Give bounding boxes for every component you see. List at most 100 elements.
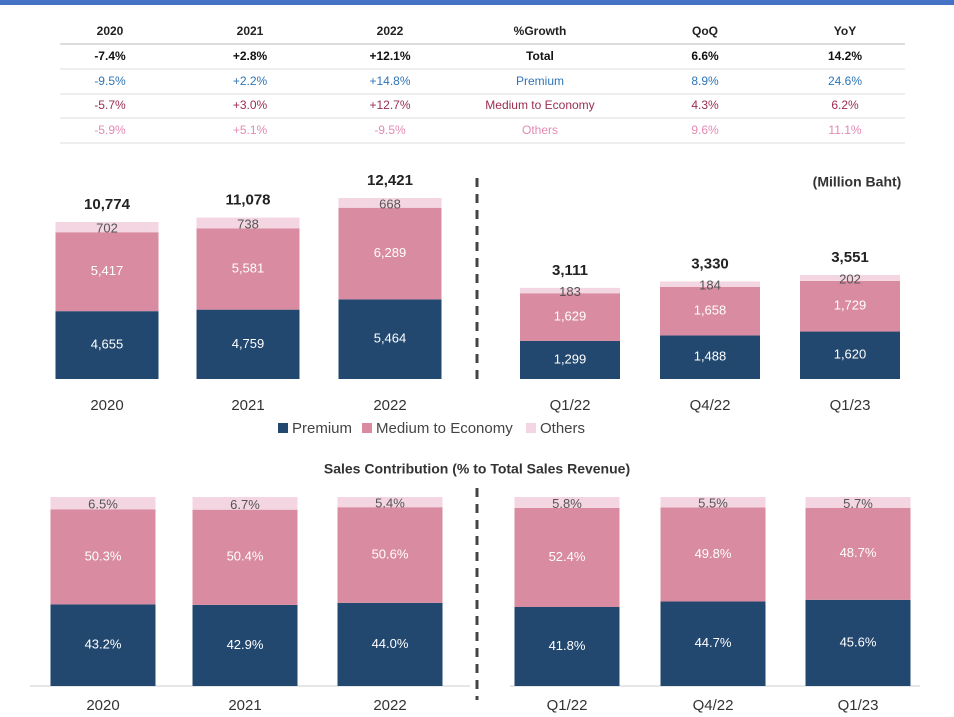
data-label: 44.7% xyxy=(695,635,732,650)
bar-segment xyxy=(338,207,442,300)
table-header: 2021 xyxy=(237,24,264,38)
legend-swatch xyxy=(526,423,536,433)
bar-segment xyxy=(805,599,911,686)
table-header: YoY xyxy=(834,24,856,38)
table-cell: +12.7% xyxy=(369,98,410,112)
data-label: 5,581 xyxy=(232,260,265,275)
data-label: 49.8% xyxy=(695,546,732,561)
bar-segment xyxy=(50,509,156,605)
bar-segment xyxy=(337,507,443,603)
total-label: 11,078 xyxy=(225,192,270,209)
data-label: 668 xyxy=(379,196,401,211)
data-label: 5.8% xyxy=(552,496,582,511)
data-label: 183 xyxy=(559,284,581,299)
data-label: 6.5% xyxy=(88,497,118,512)
data-label: 5.4% xyxy=(375,496,405,511)
data-label: 5.7% xyxy=(843,496,873,511)
x-tick-label: 2022 xyxy=(373,397,406,414)
bar-segment xyxy=(520,293,620,341)
table-cell: Others xyxy=(522,123,558,137)
x-tick-label: 2022 xyxy=(373,697,406,714)
data-label: 41.8% xyxy=(549,638,586,653)
table-cell: -5.7% xyxy=(94,98,126,112)
legend-label: Medium to Economy xyxy=(376,420,513,437)
total-label: 12,421 xyxy=(367,172,413,189)
bar-segment xyxy=(514,507,620,607)
table-cell: Medium to Economy xyxy=(485,98,594,112)
data-label: 43.2% xyxy=(85,637,122,652)
table-cell: 11.1% xyxy=(828,123,861,137)
data-label: 45.6% xyxy=(840,634,877,649)
total-label: 3,330 xyxy=(691,255,729,272)
data-label: 1,488 xyxy=(694,349,727,364)
bar-segment xyxy=(338,198,442,208)
x-tick-label: Q1/22 xyxy=(550,397,591,414)
table-header: QoQ xyxy=(692,24,718,38)
table-cell: 6.6% xyxy=(691,49,719,63)
table-cell: -5.9% xyxy=(94,123,126,137)
bar-segment xyxy=(520,340,620,379)
bar-segment xyxy=(660,601,766,686)
data-label: 738 xyxy=(237,216,259,231)
table-cell: Premium xyxy=(516,74,564,88)
table-header: 2022 xyxy=(377,24,404,38)
data-label: 184 xyxy=(699,278,721,293)
table-cell: 24.6% xyxy=(828,74,862,88)
table-header: %Growth xyxy=(514,24,567,38)
data-label: 5,417 xyxy=(91,263,124,278)
bar-segment xyxy=(192,509,298,605)
x-tick-label: Q4/22 xyxy=(693,697,734,714)
bar-segment xyxy=(805,497,911,508)
x-tick-label: Q1/23 xyxy=(830,397,871,414)
data-label: 50.4% xyxy=(227,549,264,564)
bar-segment xyxy=(805,507,911,600)
total-label: 10,774 xyxy=(84,196,131,213)
data-label: 48.7% xyxy=(840,545,877,560)
bar-segment xyxy=(196,228,300,310)
chart-title: Sales Contribution (% to Total Sales Rev… xyxy=(324,461,630,477)
bar-segment xyxy=(660,281,760,287)
data-label: 4,655 xyxy=(91,337,124,352)
data-label: 50.3% xyxy=(85,548,122,563)
bar-segment xyxy=(196,309,300,379)
table-cell: 8.9% xyxy=(691,74,719,88)
bar-segment xyxy=(514,606,620,686)
data-label: 1,620 xyxy=(834,347,867,362)
table-cell: +2.2% xyxy=(233,74,268,88)
data-label: 52.4% xyxy=(549,549,586,564)
x-tick-label: Q4/22 xyxy=(690,397,731,414)
x-tick-label: 2021 xyxy=(228,697,261,714)
table-cell: -9.5% xyxy=(374,123,406,137)
bar-segment xyxy=(337,497,443,508)
data-label: 6,289 xyxy=(374,245,407,260)
table-cell: +3.0% xyxy=(233,98,268,112)
data-label: 5,464 xyxy=(374,331,407,346)
x-tick-label: Q1/23 xyxy=(838,697,879,714)
data-label: 5.5% xyxy=(698,496,728,511)
legend-swatch xyxy=(278,423,288,433)
bar-segment xyxy=(196,217,300,229)
data-label: 50.6% xyxy=(372,546,409,561)
table-cell: Total xyxy=(526,49,554,63)
table-cell: -9.5% xyxy=(94,74,126,88)
table-header: 2020 xyxy=(97,24,124,38)
x-tick-label: Q1/22 xyxy=(547,697,588,714)
bar-segment xyxy=(520,287,620,294)
top-border xyxy=(0,0,954,5)
table-cell: +12.1% xyxy=(369,49,410,63)
data-label: 1,658 xyxy=(694,303,727,318)
table-cell: -7.4% xyxy=(94,49,126,63)
unit-note: (Million Baht) xyxy=(813,174,902,190)
x-tick-label: 2020 xyxy=(90,397,123,414)
total-label: 3,551 xyxy=(831,249,869,266)
legend-swatch xyxy=(362,423,372,433)
bar-segment xyxy=(192,497,298,510)
data-label: 6.7% xyxy=(230,497,260,512)
bar-segment xyxy=(55,222,159,233)
table-cell: +14.8% xyxy=(369,74,410,88)
bar-segment xyxy=(338,299,442,379)
bar-segment xyxy=(50,604,156,686)
bar-segment xyxy=(660,497,766,508)
table-cell: +5.1% xyxy=(233,123,268,137)
